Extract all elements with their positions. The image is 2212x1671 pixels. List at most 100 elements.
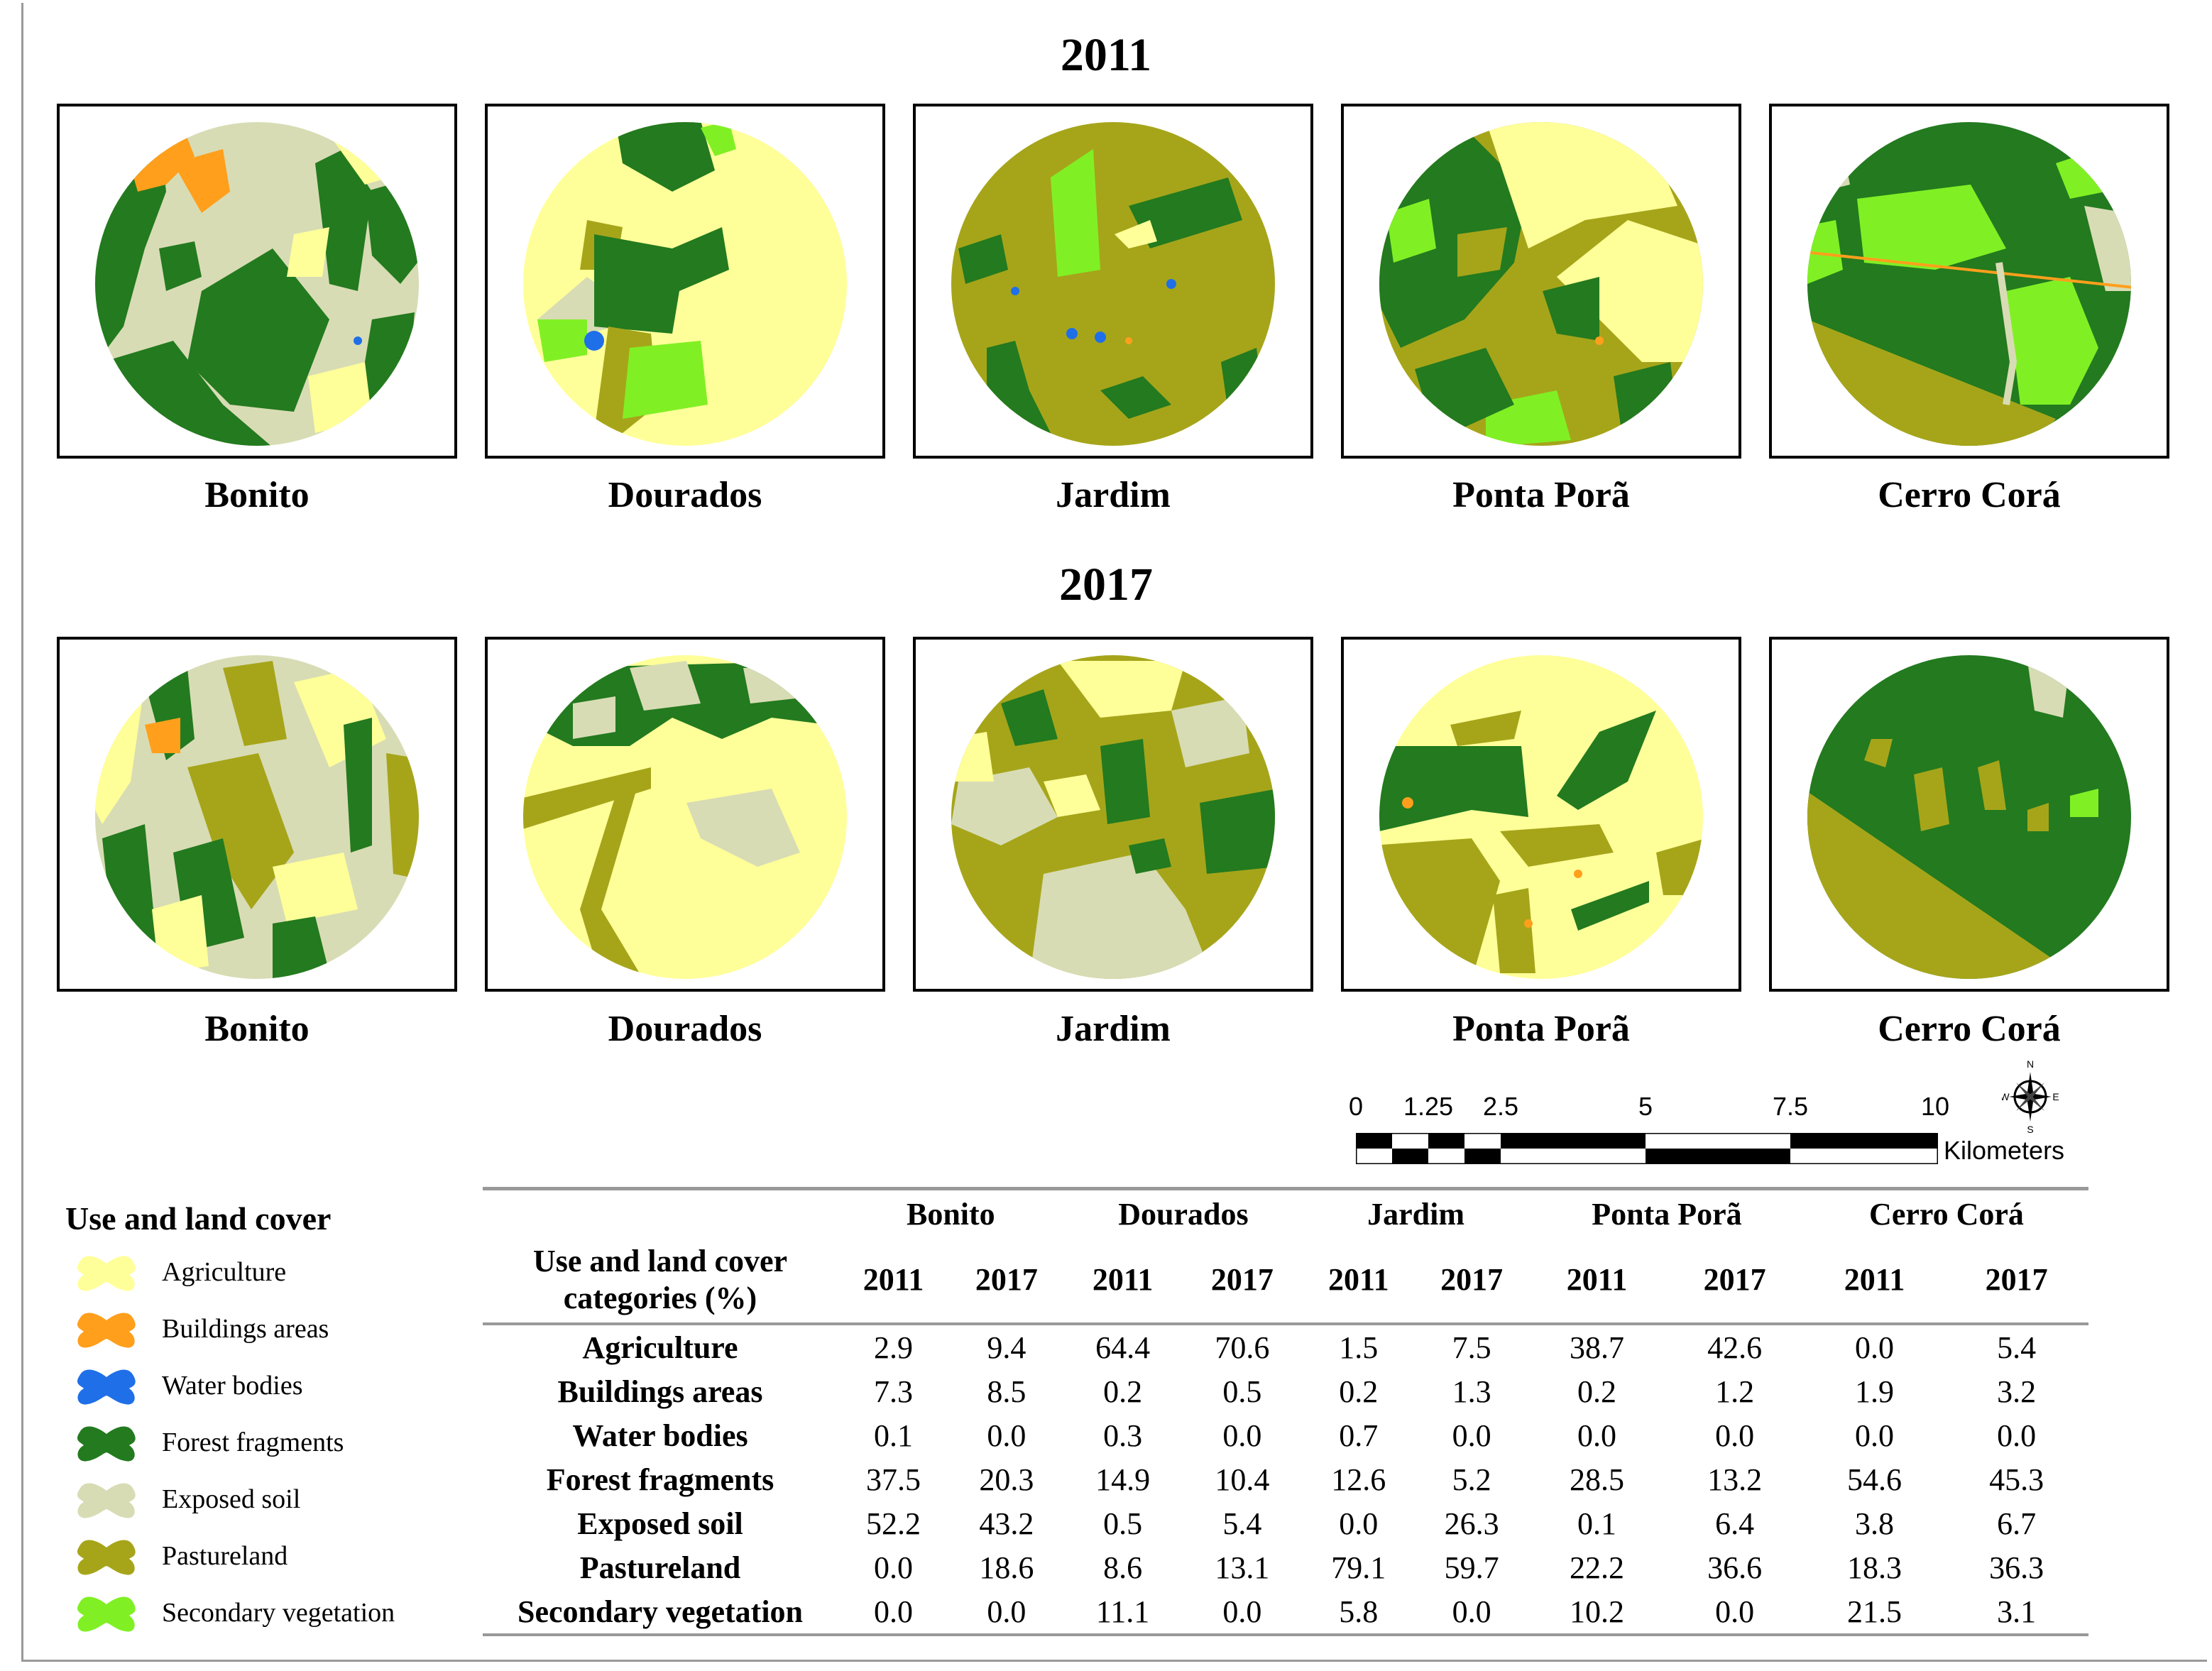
table-cell: 0.0 <box>1452 1418 1491 1453</box>
map-bonito-2011 <box>57 104 457 459</box>
legend-swatch-icon <box>77 1596 136 1632</box>
table-cell: 0.2 <box>1577 1374 1617 1409</box>
map-dourados-2017 <box>485 637 885 992</box>
label-ponta-pora-2017: Ponta Porã <box>1452 1009 1630 1049</box>
table-year: 2011 <box>1063 1237 1182 1325</box>
table-category: Buildings areas <box>557 1374 763 1409</box>
table-cell: 0.1 <box>874 1418 914 1453</box>
table-cell: 45.3 <box>1989 1462 2044 1497</box>
label-bonito-2011: Bonito <box>204 475 310 515</box>
year-title-2017: 2017 <box>1059 559 1153 610</box>
table-cell: 3.8 <box>1855 1506 1895 1541</box>
map-ponta-pora-2011 <box>1341 104 1741 459</box>
table-year: 2017 <box>1414 1237 1529 1325</box>
table-cell: 20.3 <box>979 1462 1034 1497</box>
table-cell: 37.5 <box>866 1462 921 1497</box>
compass-n: N <box>2027 1058 2034 1070</box>
table-cell: 12.6 <box>1331 1462 1386 1497</box>
table-header-label: Use and land cover categories (%) <box>483 1237 838 1325</box>
table-cell: 1.3 <box>1452 1374 1491 1409</box>
table-cell: 0.0 <box>1715 1418 1755 1453</box>
table-cell: 0.0 <box>1855 1418 1895 1453</box>
table-cell: 18.3 <box>1847 1550 1902 1585</box>
map-jardim-2011 <box>913 104 1313 459</box>
legend-title: Use and land cover <box>65 1200 332 1237</box>
legend-label: Water bodies <box>162 1371 303 1401</box>
table-category: Agriculture <box>582 1330 738 1365</box>
table-year: 2011 <box>838 1237 950 1325</box>
map-bonito-2017 <box>57 637 457 992</box>
legend-swatch-icon <box>77 1313 136 1348</box>
compass-s: S <box>2027 1124 2033 1135</box>
scale-tick-0: 0 <box>1348 1092 1364 1121</box>
table-year: 2017 <box>1665 1237 1805 1325</box>
map-cerro-cora-2011 <box>1769 104 2169 459</box>
legend-label: Secondary vegetation <box>162 1598 395 1628</box>
table-cell: 2.9 <box>874 1330 914 1365</box>
table-cell: 0.7 <box>1339 1418 1379 1453</box>
legend-label: Agriculture <box>162 1257 287 1287</box>
table-category: Exposed soil <box>577 1506 743 1541</box>
scale-tick-10: 10 <box>1920 1092 1950 1121</box>
table-cell: 36.3 <box>1989 1550 2044 1585</box>
table-site-cerro-cora: Cerro Corá <box>1804 1187 2088 1237</box>
legend-label: Exposed soil <box>162 1484 301 1514</box>
table-cell: 0.0 <box>1339 1506 1379 1541</box>
table-year: 2011 <box>1528 1237 1665 1325</box>
scale-unit: Kilometers <box>1944 1136 2065 1165</box>
table-cell: 0.0 <box>1181 1589 1303 1636</box>
figure-frame <box>21 3 2207 1662</box>
table-body: Agriculture 2.9 9.4 64.4 70.6 1.5 7.5 38.7 42.6 0… <box>483 1324 2088 1636</box>
table-year-header-row: Use and land cover categories (%) 2011 20… <box>483 1237 2088 1325</box>
table-site-dourados: Dourados <box>1063 1187 1303 1237</box>
label-dourados-2011: Dourados <box>608 475 762 515</box>
table-category: Pastureland <box>579 1550 741 1585</box>
table-cell: 10.2 <box>1528 1589 1665 1636</box>
table-year: 2011 <box>1804 1237 1945 1325</box>
table-cell: 0.0 <box>1414 1589 1529 1636</box>
table-cell: 79.1 <box>1331 1550 1386 1585</box>
compass-w: W <box>2002 1091 2010 1102</box>
table-row: Exposed soil 52.2 43.2 0.5 5.4 0.0 26.3 0.1 6.4 3… <box>483 1501 2088 1545</box>
legend-label: Pastureland <box>162 1541 288 1571</box>
table-category: Water bodies <box>572 1418 748 1453</box>
table-cell: 54.6 <box>1847 1462 1902 1497</box>
scale-tick-1-25: 1.25 <box>1403 1092 1454 1121</box>
table-cell: 70.6 <box>1215 1330 1270 1365</box>
label-bonito-2017: Bonito <box>204 1009 310 1049</box>
table-row: Secondary vegetation 0.0 0.0 11.1 0.0 5.8 0.0 1… <box>483 1589 2088 1636</box>
table-site-bonito: Bonito <box>838 1187 1064 1237</box>
table-cell: 0.0 <box>1855 1330 1895 1365</box>
table-cell: 18.6 <box>979 1550 1034 1585</box>
table-header-label-line2: categories (%) <box>563 1281 757 1315</box>
table-cell: 3.2 <box>1997 1374 2037 1409</box>
table-cell: 13.1 <box>1215 1550 1270 1585</box>
table-cell: 7.5 <box>1452 1330 1491 1365</box>
label-ponta-pora-2011: Ponta Porã <box>1452 475 1630 515</box>
table-cell: 6.7 <box>1997 1506 2037 1541</box>
table-category: Secondary vegetation <box>483 1589 838 1636</box>
legend-swatch-icon <box>77 1256 136 1291</box>
map-dourados-2011 <box>485 104 885 459</box>
table-cell: 21.5 <box>1804 1589 1945 1636</box>
map-jardim-2017 <box>913 637 1313 992</box>
label-dourados-2017: Dourados <box>608 1009 762 1049</box>
table-site-jardim: Jardim <box>1303 1187 1529 1237</box>
table-cell: 11.1 <box>1063 1589 1182 1636</box>
table-cell: 52.2 <box>866 1506 921 1541</box>
table-cell: 8.6 <box>1103 1550 1143 1585</box>
table-cell: 28.5 <box>1570 1462 1625 1497</box>
legend-swatch-icon <box>77 1369 136 1405</box>
table-cell: 0.0 <box>838 1589 950 1636</box>
table-cell: 0.2 <box>1103 1374 1143 1409</box>
table-cell: 3.1 <box>1944 1589 2088 1636</box>
table-site-ponta-pora: Ponta Porã <box>1528 1187 1805 1237</box>
scale-bar: 0 1.25 2.5 5 7.5 10 Kilometers <box>1349 1086 2115 1171</box>
table-cell: 59.7 <box>1444 1550 1499 1585</box>
table-cell: 9.4 <box>987 1330 1026 1365</box>
table-cell: 5.8 <box>1303 1589 1415 1636</box>
table-cell: 6.4 <box>1715 1506 1755 1541</box>
table-cell: 42.6 <box>1707 1330 1763 1365</box>
table-cell: 22.2 <box>1570 1550 1625 1585</box>
table-site-header-row: Bonito Dourados Jardim Ponta Porã Cerro … <box>483 1187 2088 1237</box>
